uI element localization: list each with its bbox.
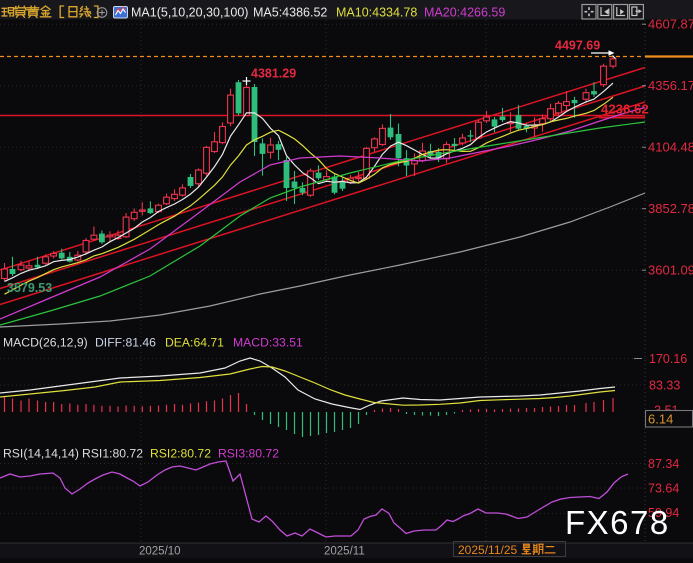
svg-text:MACD:33.51: MACD:33.51 <box>233 336 303 350</box>
svg-text:RSI(14,14,14): RSI(14,14,14) <box>3 447 79 461</box>
svg-text:RSI3:80.72: RSI3:80.72 <box>218 447 279 461</box>
svg-text:6.14: 6.14 <box>648 412 673 427</box>
svg-text:3601.09: 3601.09 <box>648 263 693 278</box>
svg-text:DIFF:81.46: DIFF:81.46 <box>95 336 156 350</box>
svg-text:RSI2:80.72: RSI2:80.72 <box>150 447 211 461</box>
svg-text:4356.17: 4356.17 <box>648 78 693 93</box>
svg-text:3852.78: 3852.78 <box>648 201 693 216</box>
svg-text:2025/11/25: 2025/11/25 <box>458 543 517 557</box>
svg-text:4236.62: 4236.62 <box>601 102 649 117</box>
svg-text:83.33: 83.33 <box>649 379 680 393</box>
svg-text:RSI1:80.72: RSI1:80.72 <box>82 447 143 461</box>
svg-text:4104.48: 4104.48 <box>648 140 693 155</box>
svg-text:FX678: FX678 <box>565 504 670 541</box>
svg-text:4381.29: 4381.29 <box>251 67 296 81</box>
svg-text:2025/11: 2025/11 <box>324 546 365 558</box>
svg-text:4607.87: 4607.87 <box>648 17 693 32</box>
svg-text:4497.69: 4497.69 <box>555 39 600 53</box>
svg-text:MA20:4266.59: MA20:4266.59 <box>424 6 505 20</box>
svg-text:DEA:64.71: DEA:64.71 <box>165 336 224 350</box>
svg-text:MA10:4334.78: MA10:4334.78 <box>336 6 417 20</box>
svg-text:3579.53: 3579.53 <box>7 281 52 295</box>
svg-text:MA5:4386.52: MA5:4386.52 <box>253 6 327 20</box>
svg-text:73.64: 73.64 <box>648 482 679 496</box>
svg-text:2025/10: 2025/10 <box>139 546 181 558</box>
svg-text:87.34: 87.34 <box>648 457 679 471</box>
svg-text:170.16: 170.16 <box>649 352 687 366</box>
svg-text:MA1(5,10,20,30,100): MA1(5,10,20,30,100) <box>131 6 248 20</box>
svg-text:MACD(26,12,9): MACD(26,12,9) <box>3 336 88 350</box>
